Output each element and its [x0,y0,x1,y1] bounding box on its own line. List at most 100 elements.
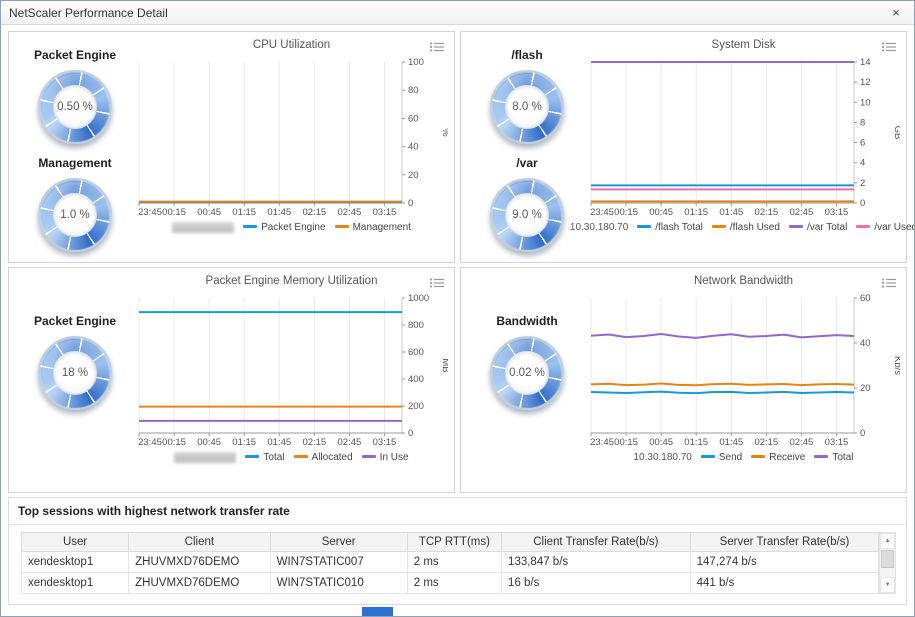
svg-text:6: 6 [860,138,865,149]
scroll-down-icon[interactable]: ▼ [880,577,895,593]
close-icon[interactable]: × [892,5,900,20]
gauge-value: 0.02 % [509,367,545,379]
svg-text:80: 80 [408,85,419,96]
legend-swatch [334,225,349,229]
svg-text:01:15: 01:15 [232,207,256,218]
gauge-dial: 9.0 % [490,178,564,252]
legend-item: /flash Total [637,222,703,233]
svg-text:60: 60 [860,293,871,304]
legend-item: Packet Engine [243,222,326,233]
legend-swatch [814,455,829,459]
gauge-management: Management 1.0 % [38,152,112,252]
svg-text:02:45: 02:45 [338,437,362,448]
table-cell: WIN7STATIC007 [269,551,408,573]
svg-text:20: 20 [408,170,419,181]
gauge-label: /flash [511,48,543,62]
svg-text:60: 60 [408,113,419,124]
chart-menu-icon[interactable] [428,276,446,290]
vertical-scrollbar[interactable]: ▲ ▼ [879,532,896,594]
cpu-gauges: Packet Engine 0.50 % Management 1.0 % [15,36,135,258]
table-row[interactable]: xendesktop1 ZHUVMXD76DEMO WIN7STATIC010 2 m… [20,572,880,594]
network-gauges: Bandwidth 0.02 % [467,272,587,488]
gauge-label: Bandwidth [496,314,558,328]
svg-text:0: 0 [408,198,413,209]
svg-text:00:15: 00:15 [162,437,186,448]
scrollbar-thumb[interactable] [881,550,894,568]
column-header[interactable]: Server [269,532,408,552]
chart-title: System Disk [711,39,776,51]
legend-swatch [637,225,652,229]
column-header[interactable]: TCP RTT(ms) [406,532,503,552]
panel-memory-utilization: Packet Engine 18 % Packet Engine Memory … [8,267,455,493]
legend-swatch [751,455,766,459]
gauge-face: 18 % [53,351,97,395]
window-titlebar: NetScaler Performance Detail × [1,1,914,25]
legend-swatch [243,225,258,229]
svg-text:23:45: 23:45 [138,207,162,218]
gauge-dial: 1.0 % [38,178,112,252]
svg-text:800: 800 [408,320,424,331]
dashboard-grid: Packet Engine 0.50 % Management 1.0 % [1,25,914,493]
table-cell: 147,274 b/s [689,551,880,573]
chart-legend: Total Allocated In Use [135,448,448,466]
gauge-memory-packet-engine: Packet Engine 18 % [34,310,116,410]
gauge-dial: 8.0 % [490,70,564,144]
gauge-label: Packet Engine [33,48,117,62]
gauge-face: 9.0 % [505,193,549,237]
svg-text:100: 100 [408,57,424,68]
column-header[interactable]: User [20,532,130,552]
svg-text:03:15: 03:15 [825,207,849,218]
chart-menu-icon[interactable] [428,40,446,54]
column-header[interactable]: Server Transfer Rate(b/s) [689,532,880,552]
scrollbar-track[interactable] [880,549,895,577]
legend-swatch [788,225,803,229]
gauge-bandwidth: Bandwidth 0.02 % [490,310,564,410]
legend-swatch [700,455,715,459]
memory-chart-area: Packet Engine Memory Utilization 0 200 400… [135,272,448,488]
svg-text:Kb/s: Kb/s [892,356,900,375]
svg-text:02:45: 02:45 [338,207,362,218]
sessions-table: User Client Server TCP RTT(ms) Client Transf… [20,532,880,594]
svg-text:02:15: 02:15 [754,437,778,448]
svg-text:GB: GB [892,126,900,140]
column-header[interactable]: Client Transfer Rate(b/s) [501,532,691,552]
gauge-value: 8.0 % [512,101,542,113]
legend-item: Allocated [293,452,353,463]
table-cell: 16 b/s [501,572,691,594]
legend-swatch [856,225,871,229]
gauge-dial: 0.50 % [38,70,112,144]
svg-text:00:15: 00:15 [614,437,638,448]
redacted-source-label [172,221,235,233]
legend-item: /var Used [856,222,914,233]
gauge-face: 0.02 % [505,351,549,395]
column-header[interactable]: Client [128,532,271,552]
scroll-up-icon[interactable]: ▲ [880,533,895,549]
table-cell: 2 ms [406,551,503,573]
gauge-face: 1.0 % [53,193,97,237]
cpu-chart-area: CPU Utilization 020406080100%23:4500:150… [135,36,448,258]
chart-menu-icon[interactable] [880,40,898,54]
legend-swatch [361,455,376,459]
table-cell: ZHUVMXD76DEMO [128,572,271,594]
svg-text:0: 0 [408,428,413,439]
svg-text:03:15: 03:15 [373,207,397,218]
svg-text:02:15: 02:15 [302,437,326,448]
svg-text:4: 4 [860,158,865,169]
system-disk-chart: 0 2 4 6 8 10 12 14 GB 23:45 00:15 00:45 01:15 01:45 02… [590,57,900,218]
legend-item: /var Total [788,222,847,233]
table-row[interactable]: xendesktop1 ZHUVMXD76DEMO WIN7STATIC007 2 m… [20,551,880,573]
svg-text:40: 40 [860,338,871,349]
sessions-title: Top sessions with highest network transf… [9,498,906,525]
svg-text:8: 8 [860,117,865,128]
legend-item: In Use [361,452,409,463]
table-cell: xendesktop1 [20,551,130,573]
chart-title: Packet Engine Memory Utilization [205,275,378,287]
chart-menu-icon[interactable] [880,276,898,290]
gauge-label: Packet Engine [33,314,117,328]
svg-text:01:15: 01:15 [232,437,256,448]
chart-title: Network Bandwidth [693,275,794,287]
svg-text:01:15: 01:15 [684,207,708,218]
sessions-table-wrap: User Client Server TCP RTT(ms) Client Transf… [9,525,906,604]
legend-item: Total [245,452,285,463]
